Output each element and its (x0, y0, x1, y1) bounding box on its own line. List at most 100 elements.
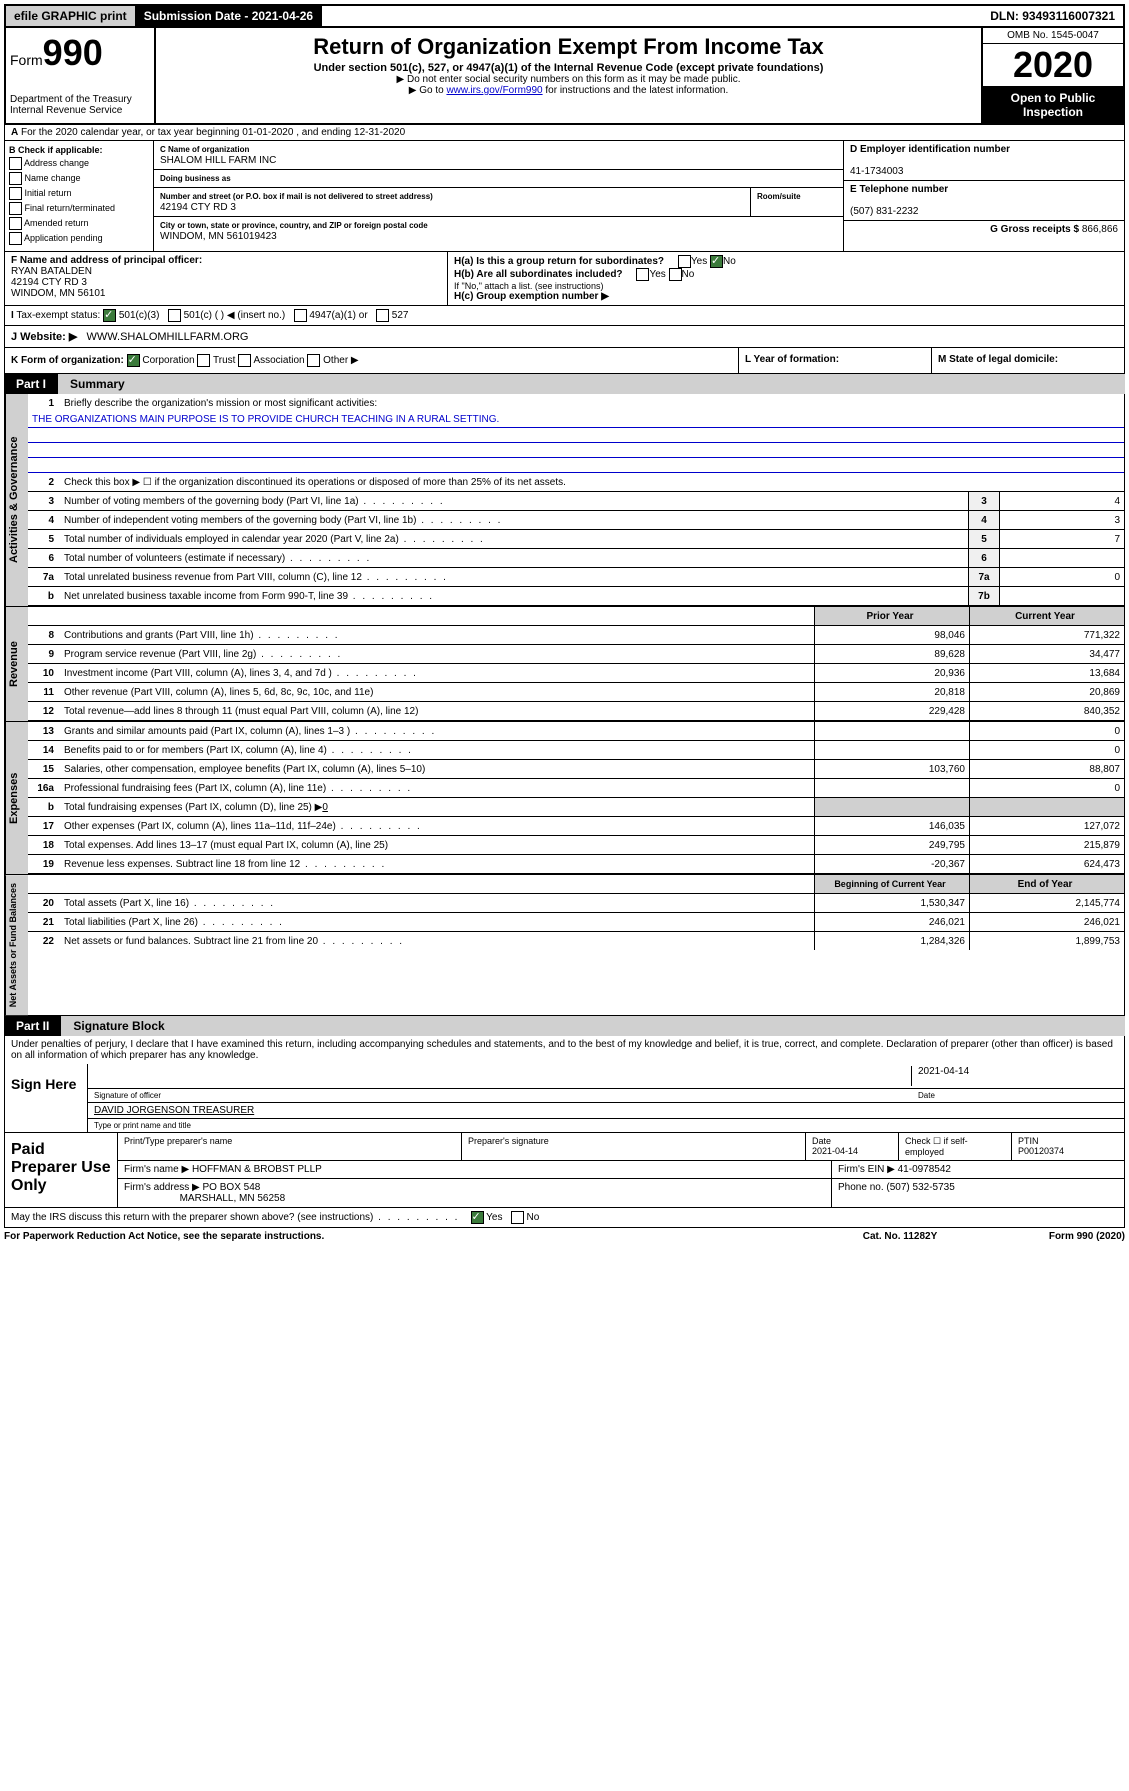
l20-end: 2,145,774 (969, 894, 1124, 912)
ptin: P00120374 (1018, 1146, 1064, 1156)
cb-501c[interactable] (168, 309, 181, 322)
sign-here-label: Sign Here (5, 1064, 87, 1132)
tax-exempt-status: I Tax-exempt status: 501(c)(3) 501(c) ( … (5, 306, 1124, 325)
k-row: K Form of organization: Corporation Trus… (4, 348, 1125, 374)
open-public-badge: Open to Public Inspection (983, 87, 1123, 123)
cb-discuss-yes[interactable] (471, 1211, 484, 1224)
l17-prior: 146,035 (814, 817, 969, 835)
row-a: A For the 2020 calendar year, or tax yea… (5, 125, 1124, 141)
cb-amended[interactable]: Amended return (9, 217, 149, 230)
l19-curr: 624,473 (969, 855, 1124, 873)
cb-4947[interactable] (294, 309, 307, 322)
org-name: C Name of organizationSHALOM HILL FARM I… (154, 141, 843, 170)
gross-receipts: G Gross receipts $ 866,866 (844, 221, 1124, 238)
form-header: Form990 Department of the Treasury Inter… (4, 28, 1125, 125)
cb-corp[interactable] (127, 354, 140, 367)
col-b-checkboxes: B Check if applicable: Address change Na… (5, 141, 154, 251)
city: City or town, state or province, country… (154, 217, 843, 245)
l11-prior: 20,818 (814, 683, 969, 701)
group-return: H(a) Is this a group return for subordin… (448, 252, 1124, 305)
line7b-val (999, 587, 1124, 605)
cb-other[interactable] (307, 354, 320, 367)
l13-prior (814, 722, 969, 740)
cb-trust[interactable] (197, 354, 210, 367)
vert-netassets: Net Assets or Fund Balances (5, 875, 28, 1015)
l12-prior: 229,428 (814, 702, 969, 720)
form-subtitle: Under section 501(c), 527, or 4947(a)(1)… (160, 62, 977, 74)
line4-val: 3 (999, 511, 1124, 529)
website-row: J Website: ▶ WWW.SHALOMHILLFARM.ORG (4, 326, 1125, 348)
cb-501c3[interactable] (103, 309, 116, 322)
l18-prior: 249,795 (814, 836, 969, 854)
line6-val (999, 549, 1124, 567)
l10-curr: 13,684 (969, 664, 1124, 682)
top-bar: efile GRAPHIC print Submission Date - 20… (4, 4, 1125, 28)
l19-prior: -20,367 (814, 855, 969, 873)
submission-date: Submission Date - 2021-04-26 (136, 6, 322, 26)
l22-beg: 1,284,326 (814, 932, 969, 950)
mission-text: THE ORGANIZATIONS MAIN PURPOSE IS TO PRO… (28, 412, 1124, 428)
firm-name: HOFFMAN & BROBST PLLP (192, 1164, 322, 1175)
cb-name[interactable]: Name change (9, 172, 149, 185)
cb-discuss-no[interactable] (511, 1211, 524, 1224)
l9-curr: 34,477 (969, 645, 1124, 663)
street: Number and street (or P.O. box if mail i… (154, 188, 750, 216)
paid-preparer-label: Paid Preparer Use Only (5, 1133, 117, 1207)
l8-curr: 771,322 (969, 626, 1124, 644)
part-1-header: Part I Summary (4, 374, 1125, 394)
cb-address[interactable]: Address change (9, 157, 149, 170)
irs-link[interactable]: www.irs.gov/Form990 (446, 85, 542, 96)
cb-application[interactable]: Application pending (9, 232, 149, 245)
room: Room/suite (750, 188, 843, 216)
l21-end: 246,021 (969, 913, 1124, 931)
cb-final[interactable]: Final return/terminated (9, 202, 149, 215)
vert-activities: Activities & Governance (5, 394, 28, 606)
l17-curr: 127,072 (969, 817, 1124, 835)
l22-end: 1,899,753 (969, 932, 1124, 950)
l16a-prior (814, 779, 969, 797)
l16a-curr: 0 (969, 779, 1124, 797)
l13-curr: 0 (969, 722, 1124, 740)
omb-number: OMB No. 1545-0047 (983, 28, 1123, 44)
l18-curr: 215,879 (969, 836, 1124, 854)
tax-year: 2020 (983, 44, 1123, 87)
footer: For Paperwork Reduction Act Notice, see … (4, 1228, 1125, 1245)
perjury-text: Under penalties of perjury, I declare th… (5, 1036, 1124, 1064)
note-link: ▶ Go to www.irs.gov/Form990 for instruct… (160, 85, 977, 96)
may-irs-discuss: May the IRS discuss this return with the… (4, 1208, 1125, 1228)
note-ssn: ▶ Do not enter social security numbers o… (160, 74, 977, 85)
form-number: Form990 (10, 32, 150, 74)
firm-phone: (507) 532-5735 (886, 1182, 954, 1193)
dba: Doing business as (154, 170, 843, 188)
officer-name: DAVID JORGENSON TREASURER (88, 1103, 1124, 1119)
state-domicile: M State of legal domicile: (932, 348, 1124, 373)
l8-prior: 98,046 (814, 626, 969, 644)
line7a-val: 0 (999, 568, 1124, 586)
form-title: Return of Organization Exempt From Incom… (160, 34, 977, 60)
l9-prior: 89,628 (814, 645, 969, 663)
telephone: E Telephone number(507) 831-2232 (844, 181, 1124, 221)
l15-prior: 103,760 (814, 760, 969, 778)
cb-assoc[interactable] (238, 354, 251, 367)
vert-revenue: Revenue (5, 607, 28, 721)
l21-beg: 246,021 (814, 913, 969, 931)
vert-expenses: Expenses (5, 722, 28, 874)
firm-ein: 41-0978542 (898, 1164, 951, 1175)
self-employed-check[interactable]: Check ☐ if self-employed (899, 1133, 1012, 1160)
principal-officer: F Name and address of principal officer:… (5, 252, 448, 305)
l12-curr: 840,352 (969, 702, 1124, 720)
l14-curr: 0 (969, 741, 1124, 759)
l14-prior (814, 741, 969, 759)
part-2-header: Part II Signature Block (4, 1016, 1125, 1036)
line3-val: 4 (999, 492, 1124, 510)
ein: D Employer identification number41-17340… (844, 141, 1124, 181)
efile-button[interactable]: efile GRAPHIC print (6, 6, 136, 26)
cb-527[interactable] (376, 309, 389, 322)
line5-val: 7 (999, 530, 1124, 548)
cb-initial[interactable]: Initial return (9, 187, 149, 200)
l20-beg: 1,530,347 (814, 894, 969, 912)
l15-curr: 88,807 (969, 760, 1124, 778)
l10-prior: 20,936 (814, 664, 969, 682)
dln: DLN: 93493116007321 (982, 6, 1123, 26)
department: Department of the Treasury Internal Reve… (10, 94, 150, 116)
